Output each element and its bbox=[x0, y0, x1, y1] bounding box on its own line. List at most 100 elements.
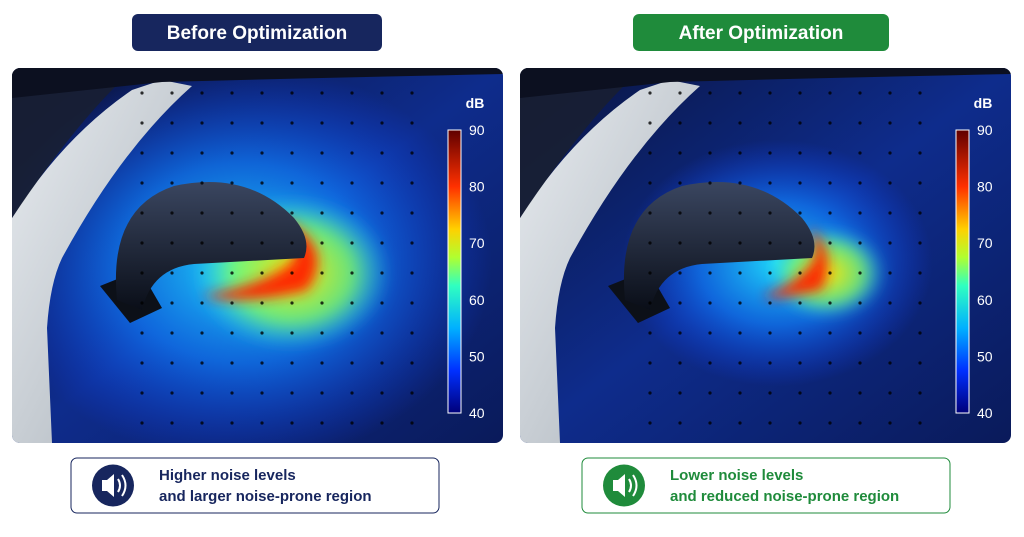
probe-dot bbox=[678, 271, 682, 275]
probe-dot bbox=[648, 271, 652, 275]
probe-dot bbox=[888, 301, 892, 305]
colorbar-tick-label: 50 bbox=[469, 348, 485, 364]
probe-dot bbox=[140, 421, 144, 425]
probe-dot bbox=[828, 241, 832, 245]
probe-dot bbox=[648, 91, 652, 95]
probe-dot bbox=[828, 331, 832, 335]
probe-dot bbox=[200, 271, 204, 275]
probe-dot bbox=[230, 421, 234, 425]
probe-dot bbox=[140, 331, 144, 335]
probe-dot bbox=[260, 421, 264, 425]
probe-dot bbox=[738, 331, 742, 335]
probe-dot bbox=[798, 301, 802, 305]
probe-dot bbox=[708, 361, 712, 365]
probe-dot bbox=[918, 241, 922, 245]
probe-dot bbox=[858, 241, 862, 245]
probe-dot bbox=[140, 391, 144, 395]
probe-dot bbox=[798, 181, 802, 185]
probe-dot bbox=[170, 151, 174, 155]
probe-dot bbox=[768, 361, 772, 365]
car-body bbox=[12, 80, 192, 443]
probe-dot bbox=[678, 421, 682, 425]
speaker-icon bbox=[102, 474, 114, 497]
colorbar bbox=[447, 129, 462, 414]
probe-dot bbox=[888, 271, 892, 275]
noise-hotspot bbox=[764, 227, 828, 298]
probe-dot bbox=[200, 241, 204, 245]
probe-dot bbox=[738, 271, 742, 275]
colorbar-tick-label: 90 bbox=[977, 122, 993, 138]
probe-dot bbox=[230, 181, 234, 185]
probe-dot bbox=[320, 391, 324, 395]
probe-dot bbox=[888, 421, 892, 425]
probe-dot bbox=[200, 181, 204, 185]
probe-dot bbox=[708, 421, 712, 425]
mirror-housing bbox=[115, 182, 307, 310]
probe-dot bbox=[678, 211, 682, 215]
probe-dot bbox=[290, 121, 294, 125]
probe-dot bbox=[708, 211, 712, 215]
panel-title: After Optimization bbox=[679, 23, 844, 44]
probe-dot bbox=[888, 151, 892, 155]
probe-dot bbox=[170, 91, 174, 95]
probe-dot bbox=[230, 151, 234, 155]
colorbar-tick-label: 50 bbox=[977, 348, 993, 364]
colorbar-tick-label: 40 bbox=[977, 405, 993, 421]
probe-dot bbox=[678, 121, 682, 125]
caption-line: Higher noise levels bbox=[159, 467, 296, 484]
probe-dot bbox=[320, 331, 324, 335]
probe-dot bbox=[798, 151, 802, 155]
probe-dot bbox=[230, 361, 234, 365]
probe-dot bbox=[918, 391, 922, 395]
car-roof bbox=[520, 68, 1011, 98]
probe-dot bbox=[678, 301, 682, 305]
probe-dot bbox=[290, 391, 294, 395]
probe-dot bbox=[738, 421, 742, 425]
probe-dot bbox=[918, 151, 922, 155]
probe-dot bbox=[708, 241, 712, 245]
colorbar-tick-label: 40 bbox=[469, 405, 485, 421]
probe-dot bbox=[708, 181, 712, 185]
probe-dot bbox=[380, 181, 384, 185]
probe-dot bbox=[888, 181, 892, 185]
speaker-waves bbox=[117, 474, 127, 497]
probe-dot bbox=[260, 91, 264, 95]
probe-dot bbox=[738, 91, 742, 95]
probe-dot bbox=[290, 151, 294, 155]
probe-dot bbox=[410, 271, 414, 275]
probe-dot bbox=[290, 241, 294, 245]
probe-dot bbox=[768, 151, 772, 155]
probe-dot bbox=[648, 301, 652, 305]
probe-dot bbox=[738, 361, 742, 365]
probe-dot bbox=[918, 211, 922, 215]
probe-dot bbox=[768, 331, 772, 335]
probe-dot bbox=[290, 271, 294, 275]
probe-dot bbox=[768, 121, 772, 125]
probe-dot bbox=[888, 331, 892, 335]
probe-dot bbox=[260, 331, 264, 335]
probe-dot bbox=[648, 391, 652, 395]
probe-dot bbox=[648, 421, 652, 425]
probe-dot bbox=[798, 91, 802, 95]
probe-dot bbox=[380, 91, 384, 95]
probe-dot bbox=[888, 211, 892, 215]
mirror-housing bbox=[623, 182, 815, 310]
colorbar-tick-label: 80 bbox=[977, 179, 993, 195]
probe-dot bbox=[200, 211, 204, 215]
colorbar-unit: dB bbox=[974, 95, 993, 111]
probe-dot bbox=[140, 91, 144, 95]
probe-dot bbox=[140, 241, 144, 245]
noise-hotspot bbox=[202, 218, 318, 300]
probe-dot bbox=[350, 421, 354, 425]
probe-dot bbox=[738, 181, 742, 185]
probe-dot bbox=[768, 301, 772, 305]
probe-dot bbox=[290, 301, 294, 305]
probe-dot bbox=[798, 331, 802, 335]
probe-dot bbox=[260, 271, 264, 275]
probe-dot bbox=[738, 151, 742, 155]
probe-dot bbox=[888, 391, 892, 395]
probe-dot bbox=[140, 271, 144, 275]
probe-dot bbox=[170, 331, 174, 335]
speaker-waves bbox=[628, 474, 638, 497]
probe-dot bbox=[678, 391, 682, 395]
